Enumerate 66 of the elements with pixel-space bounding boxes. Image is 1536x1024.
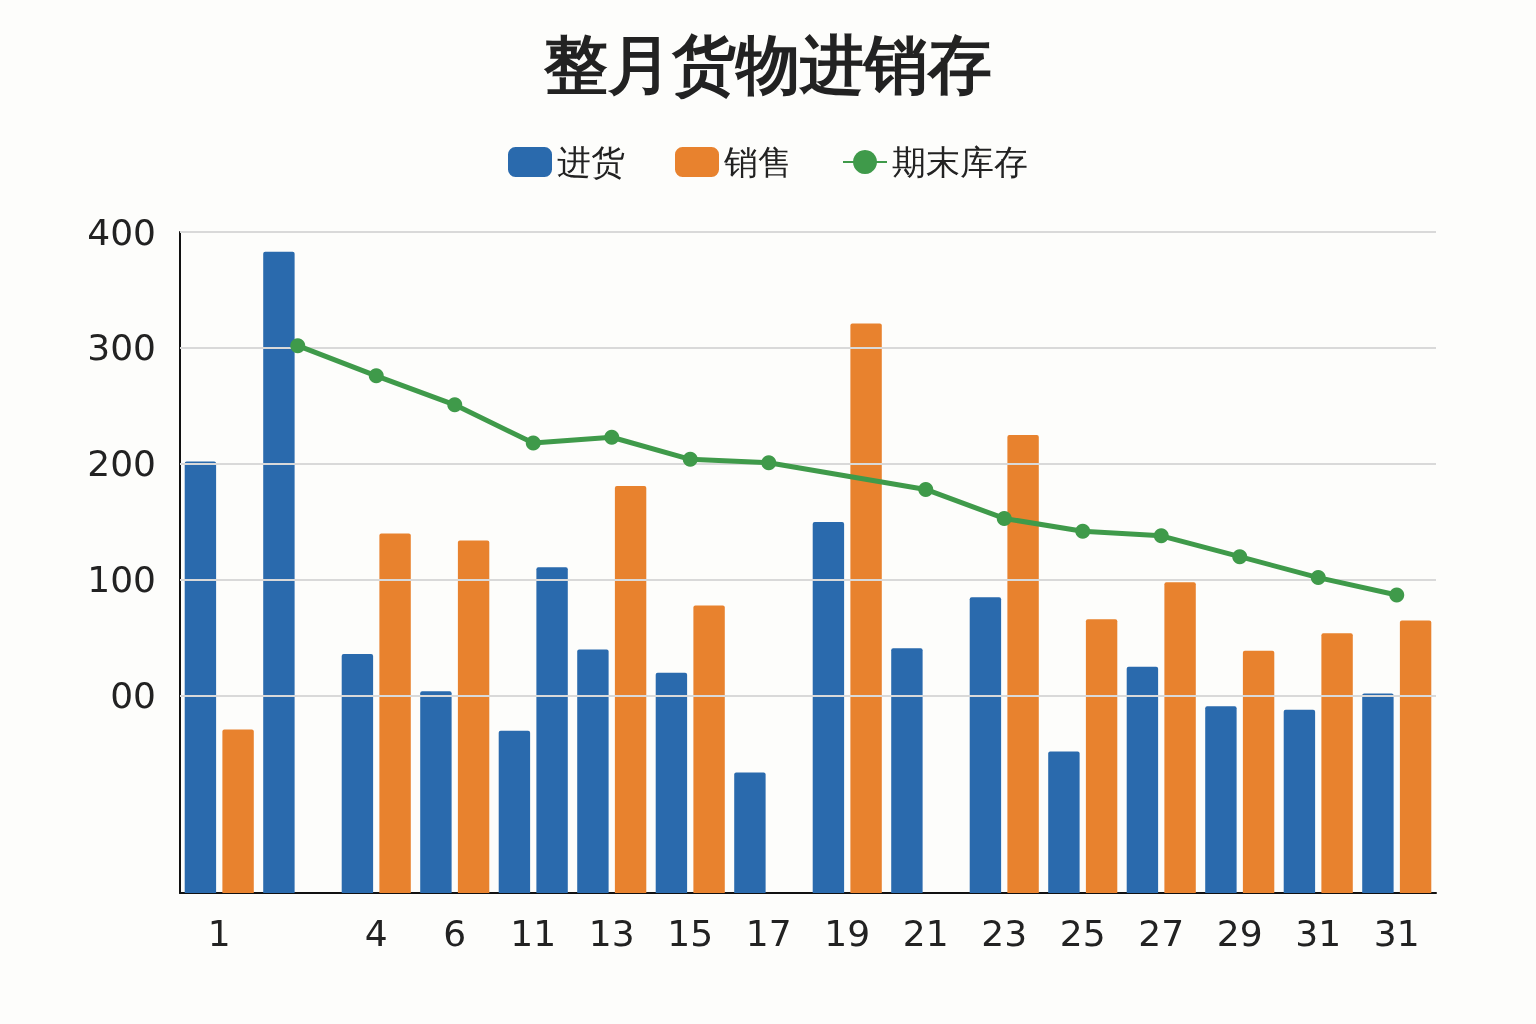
point — [290, 338, 306, 354]
point — [1075, 523, 1091, 539]
y-tick-label: 300 — [87, 327, 156, 369]
bar — [457, 540, 490, 893]
legend-label: 进货 — [557, 142, 625, 182]
bar — [891, 648, 923, 893]
legend-label: 销售 — [723, 142, 792, 182]
x-tick-label: 29 — [1216, 912, 1263, 954]
bar — [655, 672, 688, 893]
bar — [1321, 633, 1353, 893]
bar — [577, 649, 609, 893]
point — [1153, 528, 1169, 544]
point — [996, 510, 1012, 526]
bar — [734, 772, 766, 893]
point — [525, 435, 541, 451]
chart-title: 整月货物进销存 — [543, 28, 992, 102]
bar — [969, 597, 1002, 893]
x-tick-label: 15 — [667, 912, 714, 954]
point — [918, 481, 934, 497]
legend-label: 期末库存 — [892, 142, 1028, 182]
bar — [1399, 620, 1432, 893]
bar — [1007, 434, 1039, 893]
point — [1232, 549, 1248, 565]
bar — [379, 533, 411, 893]
x-tick-label: 27 — [1138, 912, 1185, 954]
x-tick-label: 23 — [981, 912, 1028, 954]
x-tick-label: 25 — [1059, 912, 1106, 954]
bar — [850, 323, 882, 893]
bar — [812, 521, 845, 893]
bar — [184, 461, 217, 893]
point — [1389, 587, 1405, 603]
point — [447, 397, 463, 413]
point — [761, 455, 777, 471]
x-tick-label: 6 — [443, 912, 467, 954]
x-tick-label: 17 — [745, 912, 792, 954]
x-tick-label: 11 — [510, 912, 557, 954]
x-tick-label: 13 — [588, 912, 635, 954]
bar — [263, 251, 295, 893]
bar — [614, 485, 647, 893]
y-tick-label: 100 — [87, 559, 156, 601]
y-tick-label: 200 — [87, 443, 156, 485]
point — [1310, 570, 1326, 586]
bar — [222, 729, 254, 893]
point — [368, 368, 384, 384]
x-tick-label: 31 — [1295, 912, 1342, 954]
bar — [1283, 709, 1316, 893]
x-tick-label: 31 — [1373, 912, 1420, 954]
bar — [1085, 619, 1118, 893]
bar — [1242, 650, 1275, 893]
bar — [693, 605, 725, 893]
bar — [1126, 666, 1159, 893]
bar — [341, 654, 374, 893]
bar — [420, 691, 452, 893]
bar — [498, 730, 531, 893]
x-tick-label: 21 — [902, 912, 949, 954]
point — [682, 451, 698, 467]
bar — [1164, 582, 1196, 893]
bar — [1362, 693, 1394, 893]
y-tick-label: 00 — [110, 675, 156, 717]
bar — [1205, 706, 1237, 893]
x-tick-label: 19 — [824, 912, 871, 954]
y-tick-label: 400 — [87, 211, 156, 253]
x-tick-label: 4 — [364, 912, 388, 954]
point — [604, 429, 620, 445]
bar — [1048, 751, 1080, 893]
x-tick-label: 1 — [207, 912, 231, 954]
